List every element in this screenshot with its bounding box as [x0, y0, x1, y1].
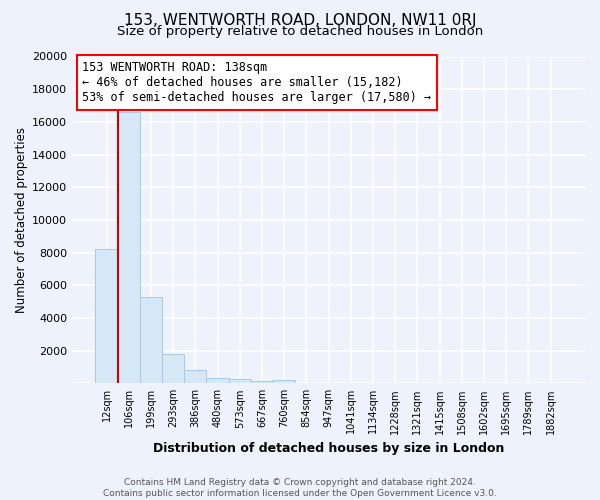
Bar	[206, 378, 229, 384]
Text: 153, WENTWORTH ROAD, LONDON, NW11 0RJ: 153, WENTWORTH ROAD, LONDON, NW11 0RJ	[124, 12, 476, 28]
Bar	[251, 380, 273, 384]
Bar	[162, 354, 184, 384]
Bar	[118, 112, 140, 384]
Y-axis label: Number of detached properties: Number of detached properties	[15, 127, 28, 313]
Text: 153 WENTWORTH ROAD: 138sqm
← 46% of detached houses are smaller (15,182)
53% of : 153 WENTWORTH ROAD: 138sqm ← 46% of deta…	[82, 62, 431, 104]
Text: Contains HM Land Registry data © Crown copyright and database right 2024.
Contai: Contains HM Land Registry data © Crown c…	[103, 478, 497, 498]
Bar	[273, 380, 295, 384]
Bar	[140, 296, 162, 384]
X-axis label: Distribution of detached houses by size in London: Distribution of detached houses by size …	[153, 442, 504, 455]
Bar	[184, 370, 206, 384]
Text: Size of property relative to detached houses in London: Size of property relative to detached ho…	[117, 25, 483, 38]
Bar	[229, 379, 251, 384]
Bar	[95, 250, 118, 384]
